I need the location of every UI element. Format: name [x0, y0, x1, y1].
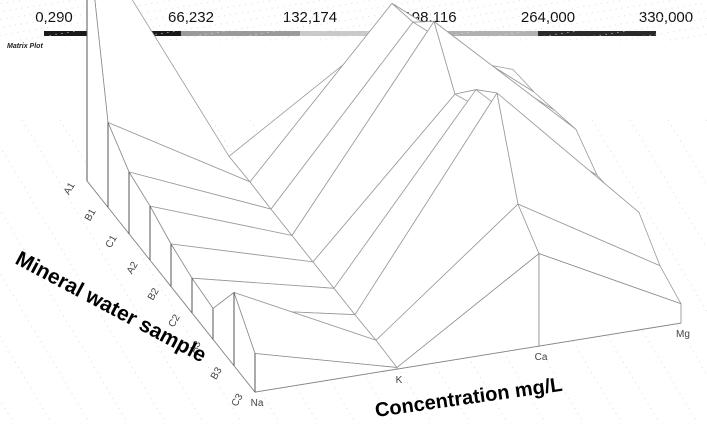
color-scale-tick-label: 0,290 — [35, 9, 73, 26]
color-scale-segment — [181, 31, 300, 36]
color-scale-segment — [420, 31, 538, 36]
color-scale-segment — [300, 31, 420, 36]
y-category-label: A1 — [62, 180, 78, 196]
grid-line — [21, 119, 203, 421]
y-category-label: C3 — [230, 392, 246, 409]
grid-line — [0, 145, 165, 421]
color-scale-tick-label: 66,232 — [168, 9, 214, 26]
grid-line — [0, 399, 13, 421]
grid-line — [591, 119, 707, 313]
grid-line — [0, 209, 127, 421]
y-category-label: A2 — [125, 260, 141, 276]
surface-mesh — [86, 0, 682, 394]
y-category-label: B2 — [146, 286, 162, 302]
x-category-label: Na — [251, 398, 264, 409]
plot-title: Matrix Plot — [7, 43, 43, 50]
color-scale-tick-label: 264,000 — [521, 9, 575, 26]
y-category-label: C1 — [104, 233, 120, 250]
x-category-label: K — [396, 375, 403, 386]
color-scale-tick-label: 330,000 — [639, 9, 693, 26]
grid-line — [59, 119, 241, 421]
y-category-label: B3 — [209, 365, 225, 381]
y-category-label: A3 — [188, 339, 204, 355]
x-category-label: Mg — [676, 329, 690, 340]
color-scale-segment — [538, 31, 656, 36]
color-scale-tick-label: 132,174 — [283, 9, 337, 26]
grid-line — [667, 119, 707, 186]
y-category-label: B1 — [83, 207, 99, 223]
front-wall-panel — [538, 253, 682, 347]
x-category-label: Ca — [535, 352, 548, 363]
